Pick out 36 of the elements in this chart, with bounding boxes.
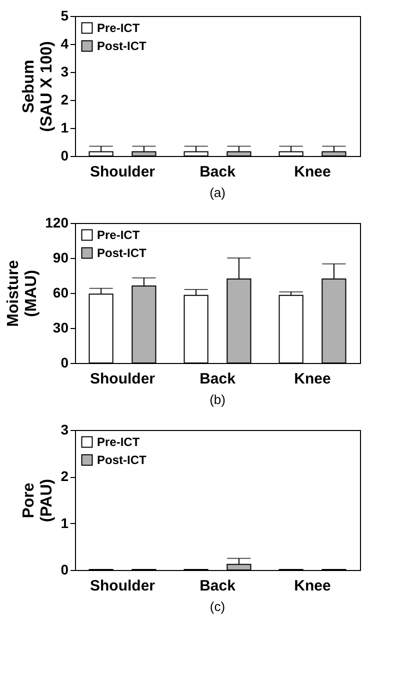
text: (b) — [210, 392, 226, 407]
x-tick-label: Knee — [294, 164, 331, 180]
y-tick-label: 3 — [60, 64, 69, 80]
y-tick-label: 0 — [60, 354, 69, 370]
legend-label: Post-ICT — [97, 453, 147, 467]
legend-label: Pre-ICT — [97, 435, 140, 449]
y-axis-title: Moisture (MAU) — [5, 260, 40, 327]
x-tick-label: Back — [200, 370, 236, 388]
y-axis-title: Pore (PAU) — [20, 478, 56, 522]
y-tick-label: 0 — [60, 562, 69, 578]
x-tick-label: Shoulder — [90, 164, 156, 180]
legend-label: Pre-ICT — [97, 21, 140, 35]
y-tick-label: 90 — [52, 250, 69, 266]
y-tick-label: 5 — [60, 8, 69, 24]
y-tick-label: 3 — [60, 422, 69, 438]
x-tick-label: Shoulder — [90, 578, 156, 594]
y-tick-label: 60 — [52, 284, 69, 300]
legend-label: Pre-ICT — [97, 228, 140, 242]
y-tick-label: 4 — [60, 36, 69, 52]
x-tick-label: Knee — [294, 370, 331, 388]
legend-label: Post-ICT — [97, 246, 147, 260]
y-tick-label: 2 — [60, 468, 69, 484]
text: (a) — [210, 185, 226, 200]
y-tick-label: 1 — [60, 120, 69, 136]
text: (c) — [210, 599, 226, 614]
y-tick-label: 1 — [60, 514, 69, 531]
y-axis-title: Sebum (SAU X 100) — [20, 41, 56, 132]
x-tick-label: Shoulder — [90, 370, 156, 388]
legend-label: Post-ICT — [97, 39, 147, 53]
x-tick-label: Back — [200, 164, 236, 180]
y-tick-label: 30 — [52, 320, 69, 336]
x-tick-label: Back — [200, 578, 236, 594]
y-tick-label: 120 — [45, 214, 69, 230]
y-tick-label: 0 — [60, 148, 69, 164]
x-tick-label: Knee — [294, 578, 331, 594]
y-tick-label: 2 — [60, 92, 69, 108]
